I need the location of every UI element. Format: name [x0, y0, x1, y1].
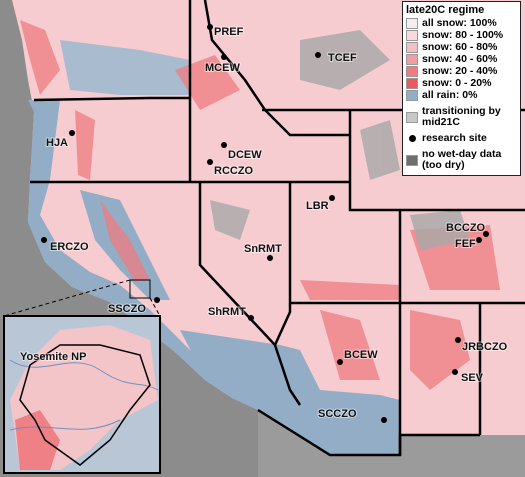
legend-entry: no wet-day data (too dry)	[406, 149, 518, 171]
rain-coast	[28, 100, 258, 405]
site-label: DCEW	[228, 149, 262, 161]
research-site	[315, 52, 321, 58]
legend-entry: snow: 20 - 40%	[406, 66, 518, 77]
site-label: ERCZO	[50, 241, 89, 253]
research-site	[455, 337, 461, 343]
research-site	[267, 255, 273, 261]
research-site	[154, 297, 160, 303]
snow-patches	[20, 20, 500, 390]
legend-entry: snow: 60 - 80%	[406, 42, 518, 53]
legend-swatch	[406, 18, 418, 29]
site-label: PREF	[214, 26, 244, 38]
site-label: SSCZO	[108, 303, 146, 315]
legend-swatch	[406, 30, 418, 41]
legend-label: all snow: 100%	[422, 17, 497, 29]
site-label: SEV	[461, 372, 484, 384]
legend-label: snow: 20 - 40%	[422, 65, 498, 77]
legend-swatch	[406, 154, 418, 166]
site-label: FEF	[455, 238, 476, 250]
research-site	[41, 237, 47, 243]
legend-swatch	[406, 111, 418, 123]
legend-label: snow: 60 - 80%	[422, 41, 498, 53]
site-label: LBR	[306, 200, 329, 212]
site-label: SnRMT	[244, 243, 282, 255]
transition-patches	[210, 30, 470, 250]
legend-entry: snow: 40 - 60%	[406, 54, 518, 65]
legend-swatch	[406, 66, 418, 77]
site-label: BCCZO	[446, 222, 486, 234]
legend-swatch	[409, 135, 416, 142]
research-site	[329, 195, 335, 201]
site-label: HJA	[46, 137, 68, 149]
research-site	[452, 369, 458, 375]
state-borders	[30, 0, 525, 457]
rain-desert	[180, 330, 400, 455]
legend-label: transitioning by mid21C	[422, 105, 501, 128]
legend-label: snow: 80 - 100%	[422, 29, 504, 41]
legend-swatch	[406, 90, 418, 101]
legend-entry: snow: 0 - 20%	[406, 78, 518, 89]
site-label: MCEW	[205, 62, 240, 74]
site-label: TCEF	[328, 52, 357, 64]
land	[12, 0, 525, 477]
legend-label: snow: 0 - 20%	[422, 77, 492, 89]
legend-entry: transitioning by mid21C	[406, 106, 518, 128]
research-site	[483, 231, 489, 237]
legend-entry: all snow: 100%	[406, 18, 518, 29]
legend-label: all rain: 0%	[422, 89, 478, 101]
legend-title: late20C regime	[406, 4, 485, 16]
site-label: ShRMT	[208, 306, 246, 318]
site-label: BCEW	[344, 349, 378, 361]
research-site	[476, 237, 482, 243]
mexico	[258, 410, 525, 477]
site-label: RCCZO	[214, 165, 254, 177]
research-site	[381, 417, 387, 423]
inset-leader	[3, 279, 131, 317]
legend-swatch	[406, 42, 418, 53]
site-label: JRBCZO	[462, 341, 508, 353]
inset-locator	[129, 279, 151, 299]
research-site	[207, 159, 213, 165]
legend-swatch	[406, 78, 418, 89]
research-site	[207, 24, 213, 30]
site-label: SCCZO	[318, 408, 357, 420]
legend-label: snow: 40 - 60%	[422, 53, 498, 65]
legend-swatch	[406, 54, 418, 65]
inset-title: Yosemite NP	[20, 351, 86, 363]
rain-basin	[60, 40, 190, 95]
legend-entry: snow: 80 - 100%	[406, 30, 518, 41]
research-site	[248, 315, 254, 321]
inset-leader	[149, 297, 161, 317]
legend-label: research site	[422, 132, 487, 144]
legend-label: no wet-day data (too dry)	[422, 148, 502, 171]
research-site	[221, 142, 227, 148]
legend-entry: research site	[406, 133, 518, 144]
legend: late20C regime all snow: 100% snow: 80 - …	[402, 1, 521, 176]
legend-entry: all rain: 0%	[406, 90, 518, 101]
research-site	[337, 359, 343, 365]
research-site	[69, 130, 75, 136]
inset: Yosemite NP	[3, 315, 161, 474]
research-site	[221, 54, 227, 60]
